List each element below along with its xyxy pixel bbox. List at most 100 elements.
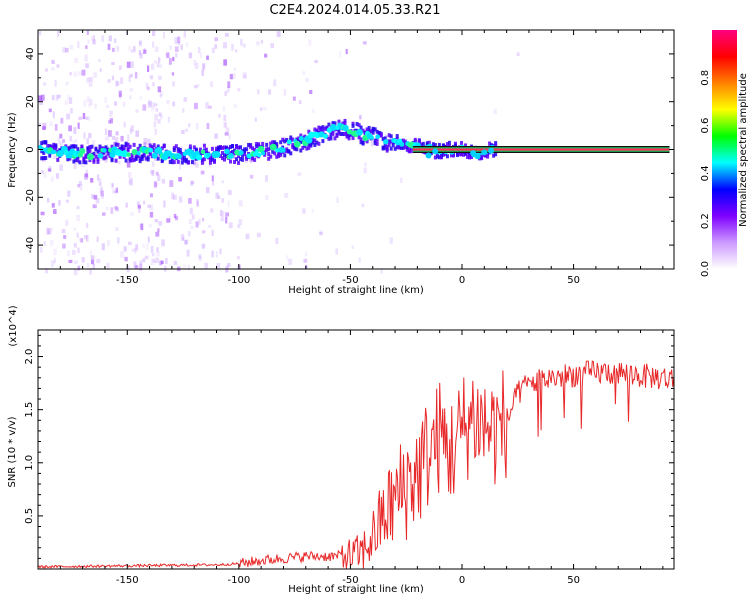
x-tick-label: -150 bbox=[116, 575, 139, 586]
noise-speckle bbox=[86, 222, 89, 229]
noise-speckle bbox=[339, 51, 342, 58]
band-core-blob bbox=[252, 151, 258, 157]
band-core-blob bbox=[246, 153, 252, 159]
spectrogram-x-axis-label: Height of straight line (km) bbox=[288, 285, 424, 296]
band-core-blob bbox=[342, 124, 349, 132]
noise-speckle bbox=[188, 197, 192, 204]
band-pixel bbox=[251, 156, 255, 161]
band-pixel bbox=[459, 151, 463, 156]
band-pixel bbox=[130, 152, 134, 157]
band-pixel bbox=[337, 119, 341, 124]
band-pixel bbox=[413, 139, 417, 144]
noise-speckle bbox=[66, 113, 71, 120]
noise-speckle bbox=[172, 101, 176, 107]
noise-speckle bbox=[118, 65, 122, 71]
band-pixel bbox=[120, 147, 124, 152]
noise-speckle bbox=[148, 223, 152, 228]
band-pixel bbox=[56, 157, 60, 162]
noise-speckle bbox=[68, 97, 73, 104]
band-pixel bbox=[104, 155, 108, 160]
band-core-blob bbox=[346, 129, 353, 135]
noise-speckle bbox=[188, 230, 191, 237]
noise-speckle bbox=[233, 153, 236, 159]
band-pixel bbox=[267, 152, 271, 157]
noise-speckle bbox=[65, 219, 69, 226]
noise-speckle bbox=[193, 102, 198, 110]
band-pixel bbox=[319, 126, 323, 131]
band-pixel bbox=[170, 160, 174, 165]
band-pixel bbox=[480, 156, 484, 161]
noise-speckle bbox=[133, 46, 136, 53]
noise-speckle bbox=[127, 134, 130, 142]
noise-speckle bbox=[257, 89, 260, 95]
noise-speckle bbox=[265, 175, 268, 182]
band-pixel bbox=[74, 144, 78, 149]
band-core-blob bbox=[369, 135, 374, 140]
noise-speckle bbox=[57, 30, 60, 37]
band-pixel bbox=[470, 155, 474, 160]
band-pixel bbox=[136, 146, 140, 151]
noise-speckle bbox=[156, 62, 160, 68]
noise-speckle bbox=[157, 174, 161, 182]
noise-speckle bbox=[54, 79, 57, 87]
band-pixel bbox=[333, 136, 337, 141]
noise-speckle bbox=[172, 56, 175, 62]
noise-speckle bbox=[159, 260, 163, 266]
band-pixel bbox=[150, 146, 154, 151]
noise-speckle bbox=[183, 97, 187, 102]
band-pixel bbox=[437, 142, 441, 147]
noise-speckle bbox=[115, 227, 119, 232]
noise-speckle bbox=[359, 115, 362, 120]
band-pixel bbox=[277, 151, 281, 156]
band-pixel bbox=[277, 154, 281, 159]
noise-speckle bbox=[70, 108, 73, 114]
noise-speckle bbox=[53, 209, 57, 214]
noise-speckle bbox=[177, 41, 180, 46]
noise-speckle bbox=[211, 229, 214, 236]
band-pixel bbox=[265, 142, 269, 147]
noise-speckle bbox=[154, 60, 158, 64]
noise-speckle bbox=[138, 41, 143, 47]
noise-speckle bbox=[311, 208, 314, 213]
band-pixel bbox=[180, 160, 184, 165]
band-pixel bbox=[267, 147, 271, 152]
noise-speckle bbox=[211, 250, 214, 258]
noise-speckle bbox=[292, 96, 296, 101]
band-pixel bbox=[44, 155, 48, 160]
band-pixel bbox=[279, 152, 283, 157]
noise-speckle bbox=[53, 257, 56, 263]
band-pixel bbox=[102, 150, 106, 155]
noise-speckle bbox=[78, 237, 81, 242]
noise-speckle bbox=[166, 100, 170, 105]
noise-speckle bbox=[147, 101, 152, 108]
noise-speckle bbox=[77, 184, 81, 188]
noise-speckle bbox=[73, 260, 78, 264]
band-pixel bbox=[82, 156, 86, 161]
band-pixel bbox=[397, 143, 401, 148]
noise-speckle bbox=[195, 122, 199, 130]
noise-speckle bbox=[159, 93, 162, 98]
band-pixel bbox=[102, 156, 106, 161]
noise-speckle bbox=[227, 189, 232, 195]
band-pixel bbox=[235, 145, 239, 150]
band-core-blob bbox=[148, 147, 154, 153]
noise-speckle bbox=[147, 86, 150, 91]
band-pixel bbox=[245, 154, 249, 159]
band-pixel bbox=[455, 151, 459, 156]
band-core-blob bbox=[269, 143, 277, 151]
noise-speckle bbox=[50, 227, 53, 232]
noise-speckle bbox=[152, 41, 155, 48]
noise-speckle bbox=[242, 72, 247, 79]
noise-speckle bbox=[99, 187, 104, 194]
colorbar-label: Normalized spectral amplitude bbox=[738, 73, 749, 227]
band-pixel bbox=[231, 150, 235, 155]
noise-speckle bbox=[119, 77, 124, 85]
noise-speckle bbox=[135, 130, 140, 137]
band-pixel bbox=[327, 136, 331, 141]
band-pixel bbox=[216, 145, 220, 150]
noise-speckle bbox=[69, 71, 72, 76]
band-pixel bbox=[371, 126, 375, 131]
band-core-blob bbox=[356, 129, 363, 136]
band-pixel bbox=[403, 139, 407, 144]
noise-speckle bbox=[69, 135, 73, 142]
